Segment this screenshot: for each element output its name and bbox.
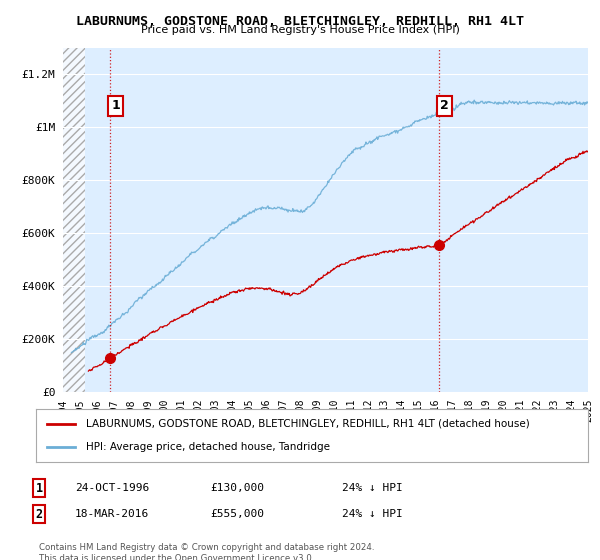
Text: 1: 1: [35, 482, 43, 495]
Text: LABURNUMS, GODSTONE ROAD, BLETCHINGLEY, REDHILL, RH1 4LT: LABURNUMS, GODSTONE ROAD, BLETCHINGLEY, …: [76, 15, 524, 27]
Text: 2: 2: [35, 507, 43, 521]
Text: 18-MAR-2016: 18-MAR-2016: [75, 509, 149, 519]
Text: 24% ↓ HPI: 24% ↓ HPI: [342, 509, 403, 519]
Bar: [63, 48, 85, 392]
Text: £130,000: £130,000: [210, 483, 264, 493]
Text: 1: 1: [111, 99, 120, 113]
Text: Price paid vs. HM Land Registry's House Price Index (HPI): Price paid vs. HM Land Registry's House …: [140, 25, 460, 35]
Text: 2: 2: [440, 99, 448, 113]
Text: £555,000: £555,000: [210, 509, 264, 519]
Text: 24% ↓ HPI: 24% ↓ HPI: [342, 483, 403, 493]
Text: HPI: Average price, detached house, Tandridge: HPI: Average price, detached house, Tand…: [86, 442, 329, 452]
Text: Contains HM Land Registry data © Crown copyright and database right 2024.
This d: Contains HM Land Registry data © Crown c…: [39, 543, 374, 560]
Text: 24-OCT-1996: 24-OCT-1996: [75, 483, 149, 493]
Bar: [63, 48, 85, 392]
Text: LABURNUMS, GODSTONE ROAD, BLETCHINGLEY, REDHILL, RH1 4LT (detached house): LABURNUMS, GODSTONE ROAD, BLETCHINGLEY, …: [86, 419, 529, 429]
